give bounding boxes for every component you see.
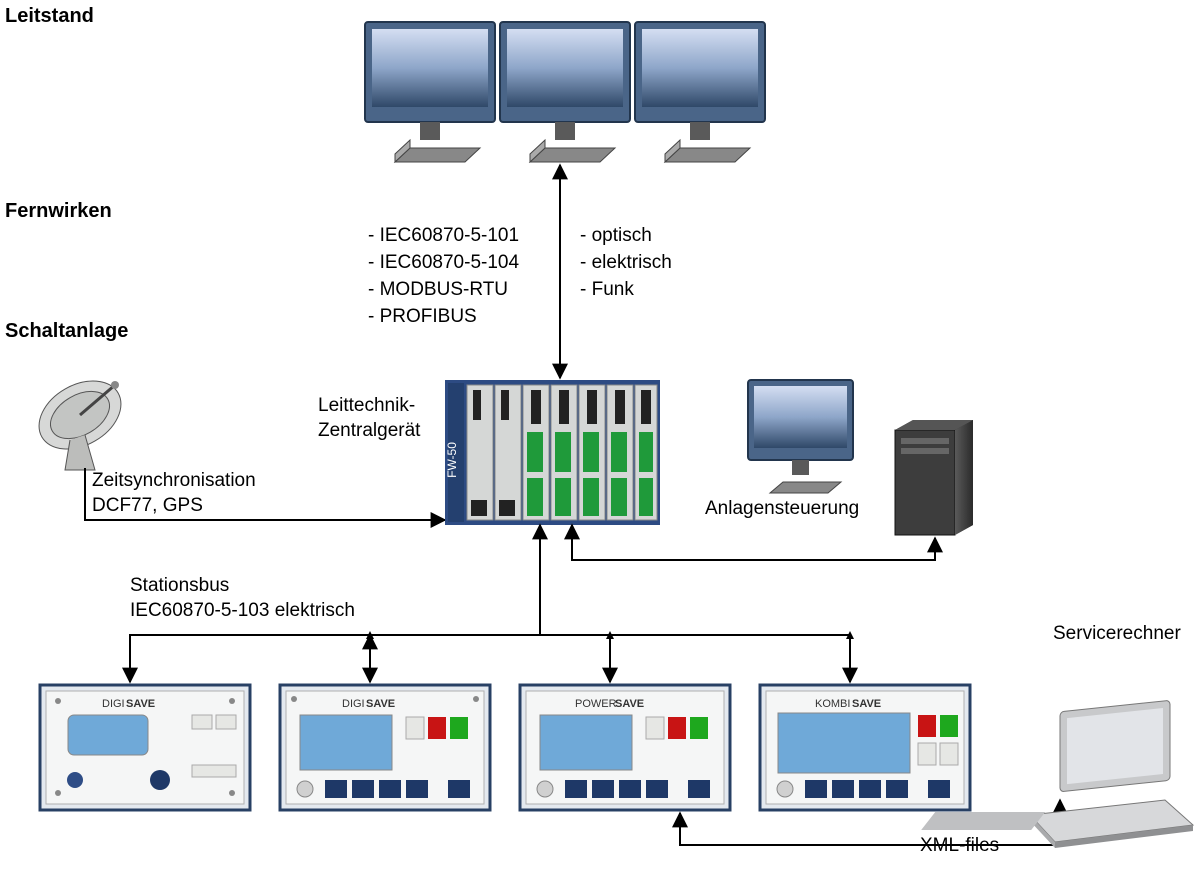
device-2: DIGI SAVE xyxy=(280,685,490,810)
svg-text:SAVE: SAVE xyxy=(852,698,881,710)
bus-branch-3a xyxy=(540,635,610,682)
device-1: DIGI SAVE xyxy=(40,685,250,810)
monitor-icon xyxy=(635,22,765,162)
svg-text:SAVE: SAVE xyxy=(366,698,395,710)
anlagen-monitor-icon xyxy=(748,380,853,493)
device-4: KOMBI SAVE xyxy=(760,685,970,810)
satellite-dish-icon xyxy=(27,367,133,470)
tower-pc-icon xyxy=(895,420,973,535)
svg-text:DIGI: DIGI xyxy=(342,698,365,710)
bus-branch-4 xyxy=(610,635,850,682)
diagram-svg: FW-50 xyxy=(0,0,1200,891)
svg-text:SAVE: SAVE xyxy=(126,698,155,710)
monitor-icon-group xyxy=(365,22,765,162)
svg-text:POWER: POWER xyxy=(575,698,617,710)
monitor-icon xyxy=(365,22,495,162)
device-1-label: DIGI xyxy=(102,698,125,710)
link-dish-central xyxy=(85,468,445,520)
device-3: POWER SAVE xyxy=(520,685,730,810)
link-central-tower xyxy=(572,525,935,560)
svg-text:SAVE: SAVE xyxy=(615,698,644,710)
bus-branch-1 xyxy=(130,525,540,682)
central-device-icon: FW-50 xyxy=(445,380,660,525)
svg-text:FW-50: FW-50 xyxy=(445,442,459,478)
monitor-icon xyxy=(500,22,630,162)
diagram-stage: Leitstand Fernwirken Schaltanlage - IEC6… xyxy=(0,0,1200,891)
svg-text:KOMBI: KOMBI xyxy=(815,698,850,710)
